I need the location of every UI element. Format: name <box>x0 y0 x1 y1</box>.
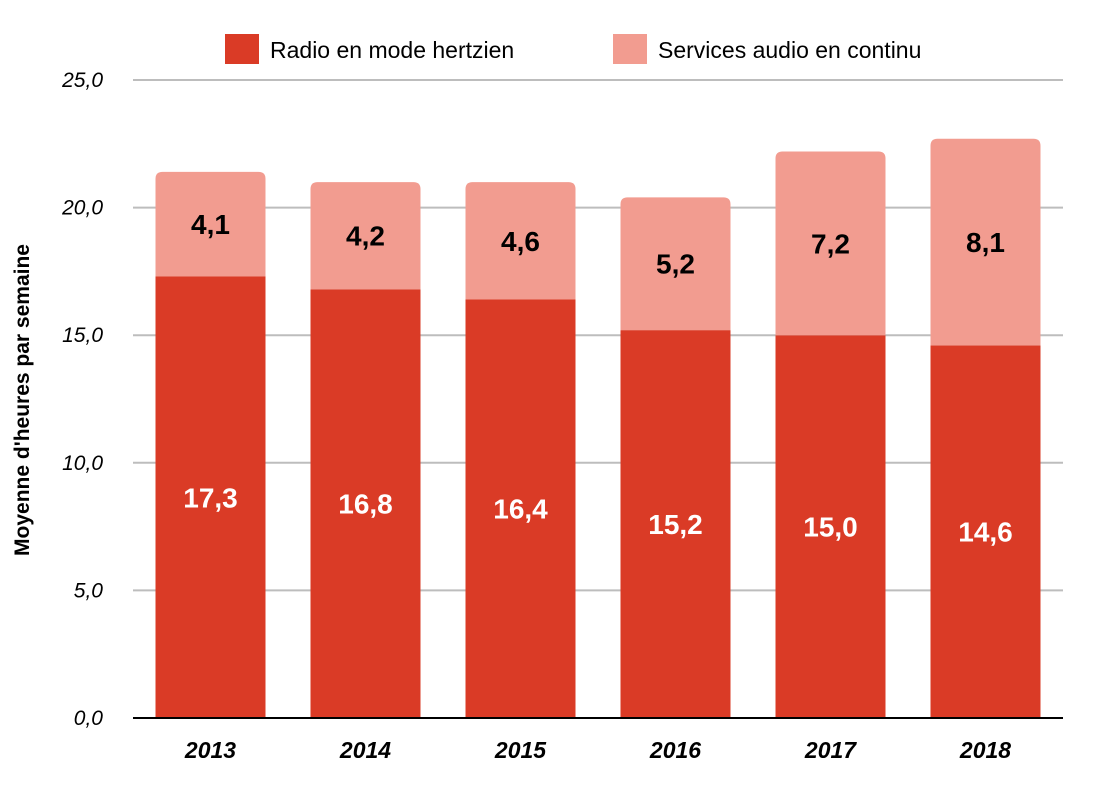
data-label-radio-2015: 16,4 <box>493 494 548 525</box>
y-axis-label: Moyenne d'heures par semaine <box>11 244 34 556</box>
x-tick-label-2015: 2015 <box>494 737 547 763</box>
data-label-streaming-2015: 4,6 <box>501 226 540 257</box>
data-label-radio-2016: 15,2 <box>648 509 703 540</box>
bar-streaming-2013 <box>155 171 266 277</box>
y-tick-label: 0,0 <box>74 707 104 730</box>
legend-label-radio: Radio en mode hertzien <box>270 37 514 63</box>
bar-radio-2015 <box>465 299 576 718</box>
x-tick-labels: 2013 2014 2015 2016 2017 2018 <box>184 737 1011 763</box>
data-label-streaming-2018: 8,1 <box>966 227 1005 258</box>
bar-radio-2017 <box>775 335 886 718</box>
bar-streaming-2017 <box>775 151 886 336</box>
data-label-streaming-2013: 4,1 <box>191 209 230 240</box>
y-tick-label: 5,0 <box>74 579 104 602</box>
data-label-radio-2017: 15,0 <box>803 512 858 543</box>
y-tick-label: 25,0 <box>61 69 103 92</box>
gridlines <box>133 79 1063 592</box>
data-label-radio-2013: 17,3 <box>183 482 238 513</box>
legend-swatch-radio <box>225 34 259 64</box>
legend-label-streaming: Services audio en continu <box>658 37 921 63</box>
data-label-streaming-2017: 7,2 <box>811 228 850 259</box>
y-tick-label: 15,0 <box>62 324 103 347</box>
bar-streaming-2015 <box>465 182 576 300</box>
x-tick-label-2016: 2016 <box>649 737 701 763</box>
x-tick-label-2014: 2014 <box>339 737 391 763</box>
bars: 17,3 4,1 16,8 4,2 16,4 4,6 15,2 5,2 15,0 7,2 14,6 8… <box>155 138 1041 718</box>
bar-radio-2014 <box>310 289 421 718</box>
data-label-streaming-2016: 5,2 <box>656 249 695 280</box>
legend: Radio en mode hertzien Services audio en… <box>225 34 921 64</box>
y-tick-labels: 0,0 5,0 10,0 15,0 20,0 25,0 <box>61 69 103 730</box>
data-label-radio-2018: 14,6 <box>958 517 1013 548</box>
y-tick-label: 20,0 <box>61 197 103 220</box>
bar-streaming-2018 <box>930 138 1041 346</box>
bar-radio-2016 <box>620 330 731 718</box>
legend-swatch-streaming <box>613 34 647 64</box>
bar-radio-2018 <box>930 345 1041 718</box>
data-label-radio-2014: 16,8 <box>338 489 393 520</box>
x-tick-label-2017: 2017 <box>804 737 857 763</box>
x-tick-label-2018: 2018 <box>959 737 1011 763</box>
bar-radio-2013 <box>155 276 266 718</box>
bar-streaming-2016 <box>620 197 731 331</box>
data-label-streaming-2014: 4,2 <box>346 221 385 252</box>
x-tick-label-2013: 2013 <box>184 737 236 763</box>
bar-streaming-2014 <box>310 182 421 290</box>
y-tick-label: 10,0 <box>62 452 103 475</box>
